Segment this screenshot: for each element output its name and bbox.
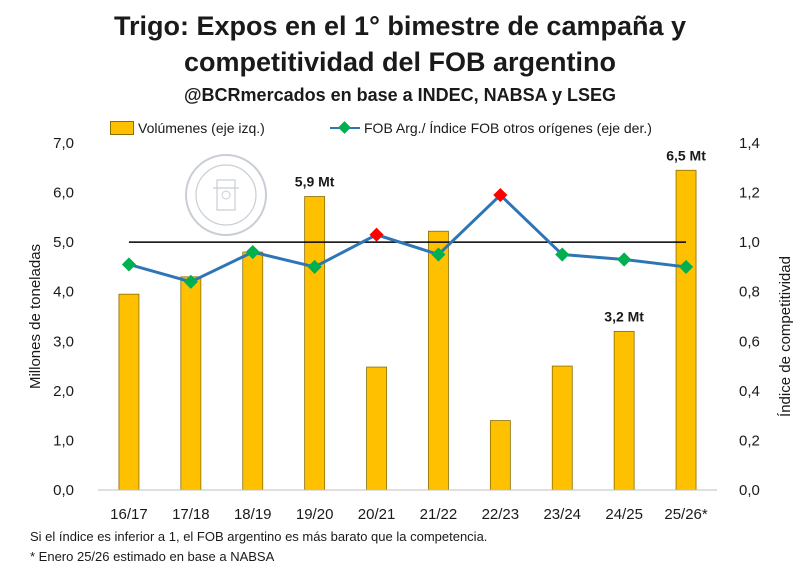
y2-tick-label: 0,4 xyxy=(739,383,760,400)
chart-title-line2: competitividad del FOB argentino xyxy=(183,47,617,77)
line-point-highlight xyxy=(493,187,508,203)
y-tick-label: 7,0 xyxy=(53,135,74,152)
legend-bar-swatch xyxy=(110,121,134,135)
line-point xyxy=(307,259,322,274)
x-tick-label: 17/18 xyxy=(172,506,210,523)
x-tick-label: 18/19 xyxy=(234,506,272,523)
y-tick-label: 4,0 xyxy=(53,284,74,301)
y-axis-title: Millones de toneladas xyxy=(27,244,44,389)
legend-item-fob-index: FOB Arg./ Índice FOB otros orígenes (eje… xyxy=(330,120,652,136)
bar xyxy=(675,169,697,491)
fob-index-line xyxy=(128,193,687,284)
chart-subtitle: @BCRmercados en base a INDEC, NABSA y LS… xyxy=(184,85,616,105)
bar xyxy=(551,365,573,491)
y2-tick-label: 0,0 xyxy=(739,482,760,499)
bar xyxy=(180,276,202,491)
y2-tick-label: 0,8 xyxy=(739,284,760,301)
y2-axis-title: Índice de competitividad xyxy=(777,256,794,417)
bar xyxy=(428,230,449,491)
line-point-highlight xyxy=(369,227,384,242)
line-point xyxy=(555,247,570,262)
x-tick-label: 24/25 xyxy=(605,506,643,523)
bar xyxy=(304,196,326,491)
x-tick-label: 20/21 xyxy=(358,506,396,523)
y-tick-label: 3,0 xyxy=(53,333,74,350)
footnote-estimate: * Enero 25/26 estimado en base a NABSA xyxy=(30,549,275,564)
y-tick-label: 1,0 xyxy=(53,432,74,449)
data-label: 3,2 Mt xyxy=(604,308,644,324)
footnote-index: Si el índice es inferior a 1, el FOB arg… xyxy=(30,529,488,544)
bar xyxy=(489,420,511,491)
y2-tick-label: 0,6 xyxy=(739,333,760,350)
bar xyxy=(242,251,264,491)
line-point xyxy=(431,247,446,262)
bar xyxy=(366,366,387,491)
x-tick-label: 16/17 xyxy=(110,506,148,523)
line-point xyxy=(617,252,632,267)
y2-tick-label: 1,2 xyxy=(739,185,760,202)
x-tick-label: 23/24 xyxy=(543,506,581,523)
x-tick-label: 21/22 xyxy=(420,506,458,523)
chart-title-line1: Trigo: Expos en el 1° bimestre de campañ… xyxy=(114,11,686,41)
legend-line-swatch xyxy=(330,121,360,135)
y-tick-label: 6,0 xyxy=(53,185,74,202)
legend-item-volumes: Volúmenes (eje izq.) xyxy=(110,120,265,136)
y2-tick-label: 1,0 xyxy=(739,234,760,251)
legend-label-volumes: Volúmenes (eje izq.) xyxy=(138,120,265,136)
y2-tick-label: 1,4 xyxy=(739,135,760,152)
y-tick-label: 5,0 xyxy=(53,234,74,251)
y2-tick-label: 0,2 xyxy=(739,432,760,449)
x-tick-label: 22/23 xyxy=(482,506,520,523)
line-point xyxy=(121,257,137,272)
data-label: 6,5 Mt xyxy=(666,147,706,163)
y-tick-label: 2,0 xyxy=(53,383,74,400)
bar xyxy=(118,293,140,491)
bar xyxy=(613,330,635,491)
data-label: 5,9 Mt xyxy=(295,174,335,190)
legend-label-fob-index: FOB Arg./ Índice FOB otros orígenes (eje… xyxy=(364,120,652,136)
x-tick-label: 25/26* xyxy=(664,506,708,523)
line-point xyxy=(678,259,694,274)
institution-seal-watermark xyxy=(185,154,267,236)
x-tick-label: 19/20 xyxy=(296,506,334,523)
line-point xyxy=(183,274,198,289)
legend: Volúmenes (eje izq.) FOB Arg./ Índice FO… xyxy=(0,120,800,142)
y-tick-label: 0,0 xyxy=(53,482,74,499)
